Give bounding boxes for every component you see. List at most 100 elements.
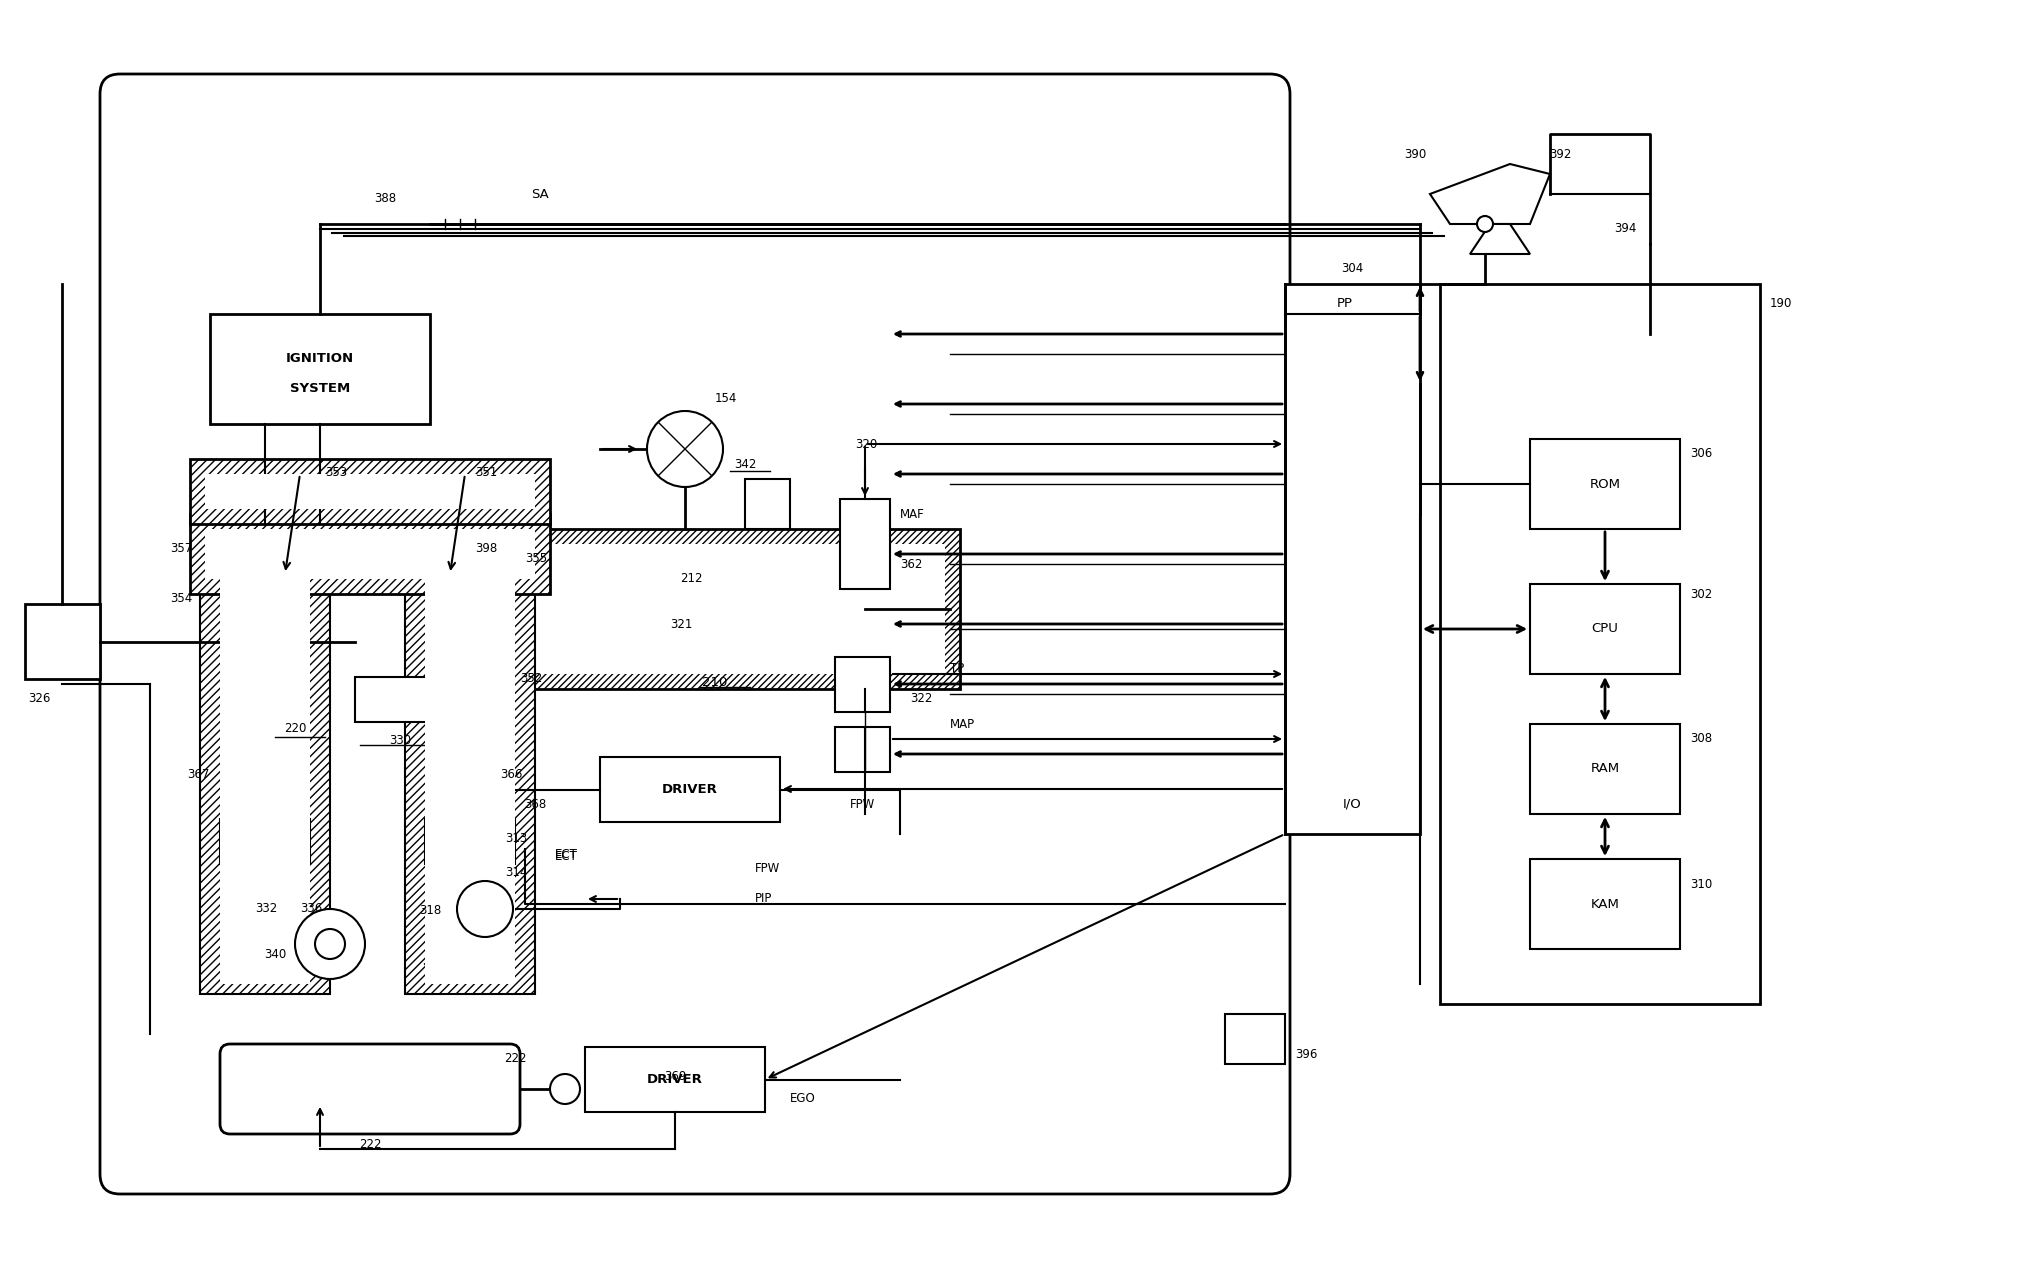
Text: 222: 222 [504,1053,526,1066]
Bar [835,657,890,713]
Bar [1530,859,1678,949]
Text: 353: 353 [325,466,347,479]
Circle shape [1477,216,1491,232]
Circle shape [315,930,345,959]
Bar [205,474,534,508]
Bar [404,544,534,994]
Bar [835,727,890,772]
Text: 354: 354 [171,592,193,606]
Text: 388: 388 [374,193,396,205]
Text: DRIVER: DRIVER [662,783,717,796]
Text: FPW: FPW [849,797,876,810]
Text: 352: 352 [520,673,543,686]
Text: 394: 394 [1613,222,1636,235]
Text: 340: 340 [264,948,287,960]
Text: 355: 355 [524,552,547,565]
Text: SYSTEM: SYSTEM [291,383,350,395]
Text: 222: 222 [358,1138,382,1150]
Text: 332: 332 [254,903,276,915]
Text: EGO: EGO [790,1093,815,1106]
Bar [839,499,890,589]
Text: FPW: FPW [754,863,780,876]
Text: ECT: ECT [555,847,577,860]
Text: 310: 310 [1689,877,1711,891]
Text: CPU: CPU [1591,623,1617,636]
Text: KAM: KAM [1589,898,1620,910]
Bar [1439,284,1760,1004]
Bar [1530,724,1678,814]
Text: ECT: ECT [555,850,577,863]
Circle shape [646,411,723,487]
Text: TP: TP [949,663,963,675]
Circle shape [551,1073,579,1104]
Text: 322: 322 [910,692,933,705]
Text: 392: 392 [1548,148,1571,160]
Text: DRIVER: DRIVER [646,1073,703,1086]
Text: 210: 210 [701,675,727,688]
Bar [425,553,514,984]
Bar [189,458,551,524]
Text: 313: 313 [504,832,526,845]
Bar [205,529,534,579]
Text: PIP: PIP [754,892,772,905]
Bar [1225,1014,1284,1064]
Circle shape [295,909,366,978]
Text: 308: 308 [1689,732,1711,746]
Text: 304: 304 [1341,262,1363,276]
Text: I/O: I/O [1343,797,1361,810]
Text: 351: 351 [475,466,498,479]
Bar [356,677,475,722]
Text: 390: 390 [1404,148,1424,160]
Text: 398: 398 [475,543,498,556]
Text: IGNITION: IGNITION [287,353,354,366]
Text: 320: 320 [855,438,878,451]
Text: MAF: MAF [900,507,925,520]
Bar [1530,584,1678,674]
Text: 318: 318 [419,904,441,918]
Text: RAM: RAM [1589,763,1620,776]
Bar [219,553,309,984]
Bar [469,729,494,774]
Text: 212: 212 [679,573,703,586]
Bar [425,819,514,864]
Text: ROM: ROM [1589,478,1620,490]
Text: 369: 369 [664,1070,687,1082]
Bar [226,729,250,774]
Text: 190: 190 [1770,298,1792,311]
Text: 357: 357 [171,543,193,556]
Polygon shape [1469,223,1530,254]
Bar [219,819,309,864]
Text: 220: 220 [284,723,307,736]
Text: 368: 368 [524,797,547,810]
Text: 367: 367 [187,768,209,781]
Bar [744,479,790,529]
Text: 366: 366 [500,768,522,781]
Bar [1284,284,1418,835]
Bar [24,603,100,679]
Bar [599,758,780,822]
Text: 326: 326 [28,692,51,705]
Text: SA: SA [530,187,549,200]
Text: 302: 302 [1689,588,1711,601]
Circle shape [457,881,512,937]
Text: 362: 362 [900,557,923,570]
Text: PP: PP [1337,298,1353,311]
Text: 154: 154 [715,393,738,406]
Text: 342: 342 [734,457,756,470]
Bar [189,514,551,594]
Bar [585,1046,764,1112]
Bar [1530,439,1678,529]
Text: 321: 321 [671,618,693,630]
Text: 330: 330 [388,733,410,746]
Polygon shape [1428,164,1548,223]
Text: 396: 396 [1294,1048,1317,1061]
Text: 306: 306 [1689,448,1711,461]
Bar [209,315,431,424]
FancyBboxPatch shape [100,74,1290,1194]
Bar [431,529,959,690]
Text: 314: 314 [504,865,526,878]
Text: 336: 336 [301,903,323,915]
Text: MAP: MAP [949,718,975,731]
Bar [199,544,329,994]
FancyBboxPatch shape [219,1044,520,1134]
